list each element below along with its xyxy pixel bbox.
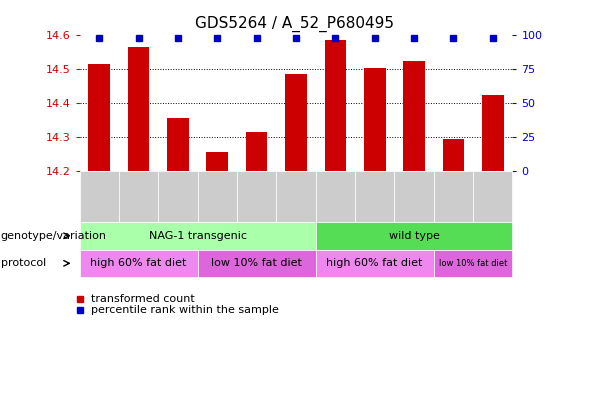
Text: protocol: protocol [1,258,46,268]
Text: genotype/variation: genotype/variation [1,231,107,241]
Bar [316,222,512,250]
Bar [434,250,512,277]
Bar [88,64,110,171]
Bar [206,152,228,171]
Bar [119,171,158,222]
Bar [355,171,395,222]
Bar [403,61,425,171]
Bar [316,250,434,277]
Bar [80,250,197,277]
Text: low 10% fat diet: low 10% fat diet [439,259,507,268]
Bar [395,171,434,222]
Bar [325,40,346,171]
Bar [276,171,316,222]
Bar [482,95,504,171]
Bar [167,118,188,171]
Text: wild type: wild type [389,231,439,241]
Bar [442,139,464,171]
Text: high 60% fat diet: high 60% fat diet [326,258,423,268]
Bar [246,132,267,171]
Bar [197,250,316,277]
Bar [128,47,150,171]
Bar [158,171,197,222]
Bar [285,74,307,171]
Text: percentile rank within the sample: percentile rank within the sample [91,305,279,316]
Text: low 10% fat diet: low 10% fat diet [211,258,302,268]
Bar [316,171,355,222]
Bar [364,68,386,171]
Text: transformed count: transformed count [91,294,195,304]
Bar [80,222,316,250]
Bar [80,171,119,222]
Text: GDS5264 / A_52_P680495: GDS5264 / A_52_P680495 [195,16,394,32]
Bar [237,171,276,222]
Bar [473,171,512,222]
Text: NAG-1 transgenic: NAG-1 transgenic [148,231,247,241]
Bar [197,171,237,222]
Text: high 60% fat diet: high 60% fat diet [90,258,187,268]
Bar [434,171,473,222]
